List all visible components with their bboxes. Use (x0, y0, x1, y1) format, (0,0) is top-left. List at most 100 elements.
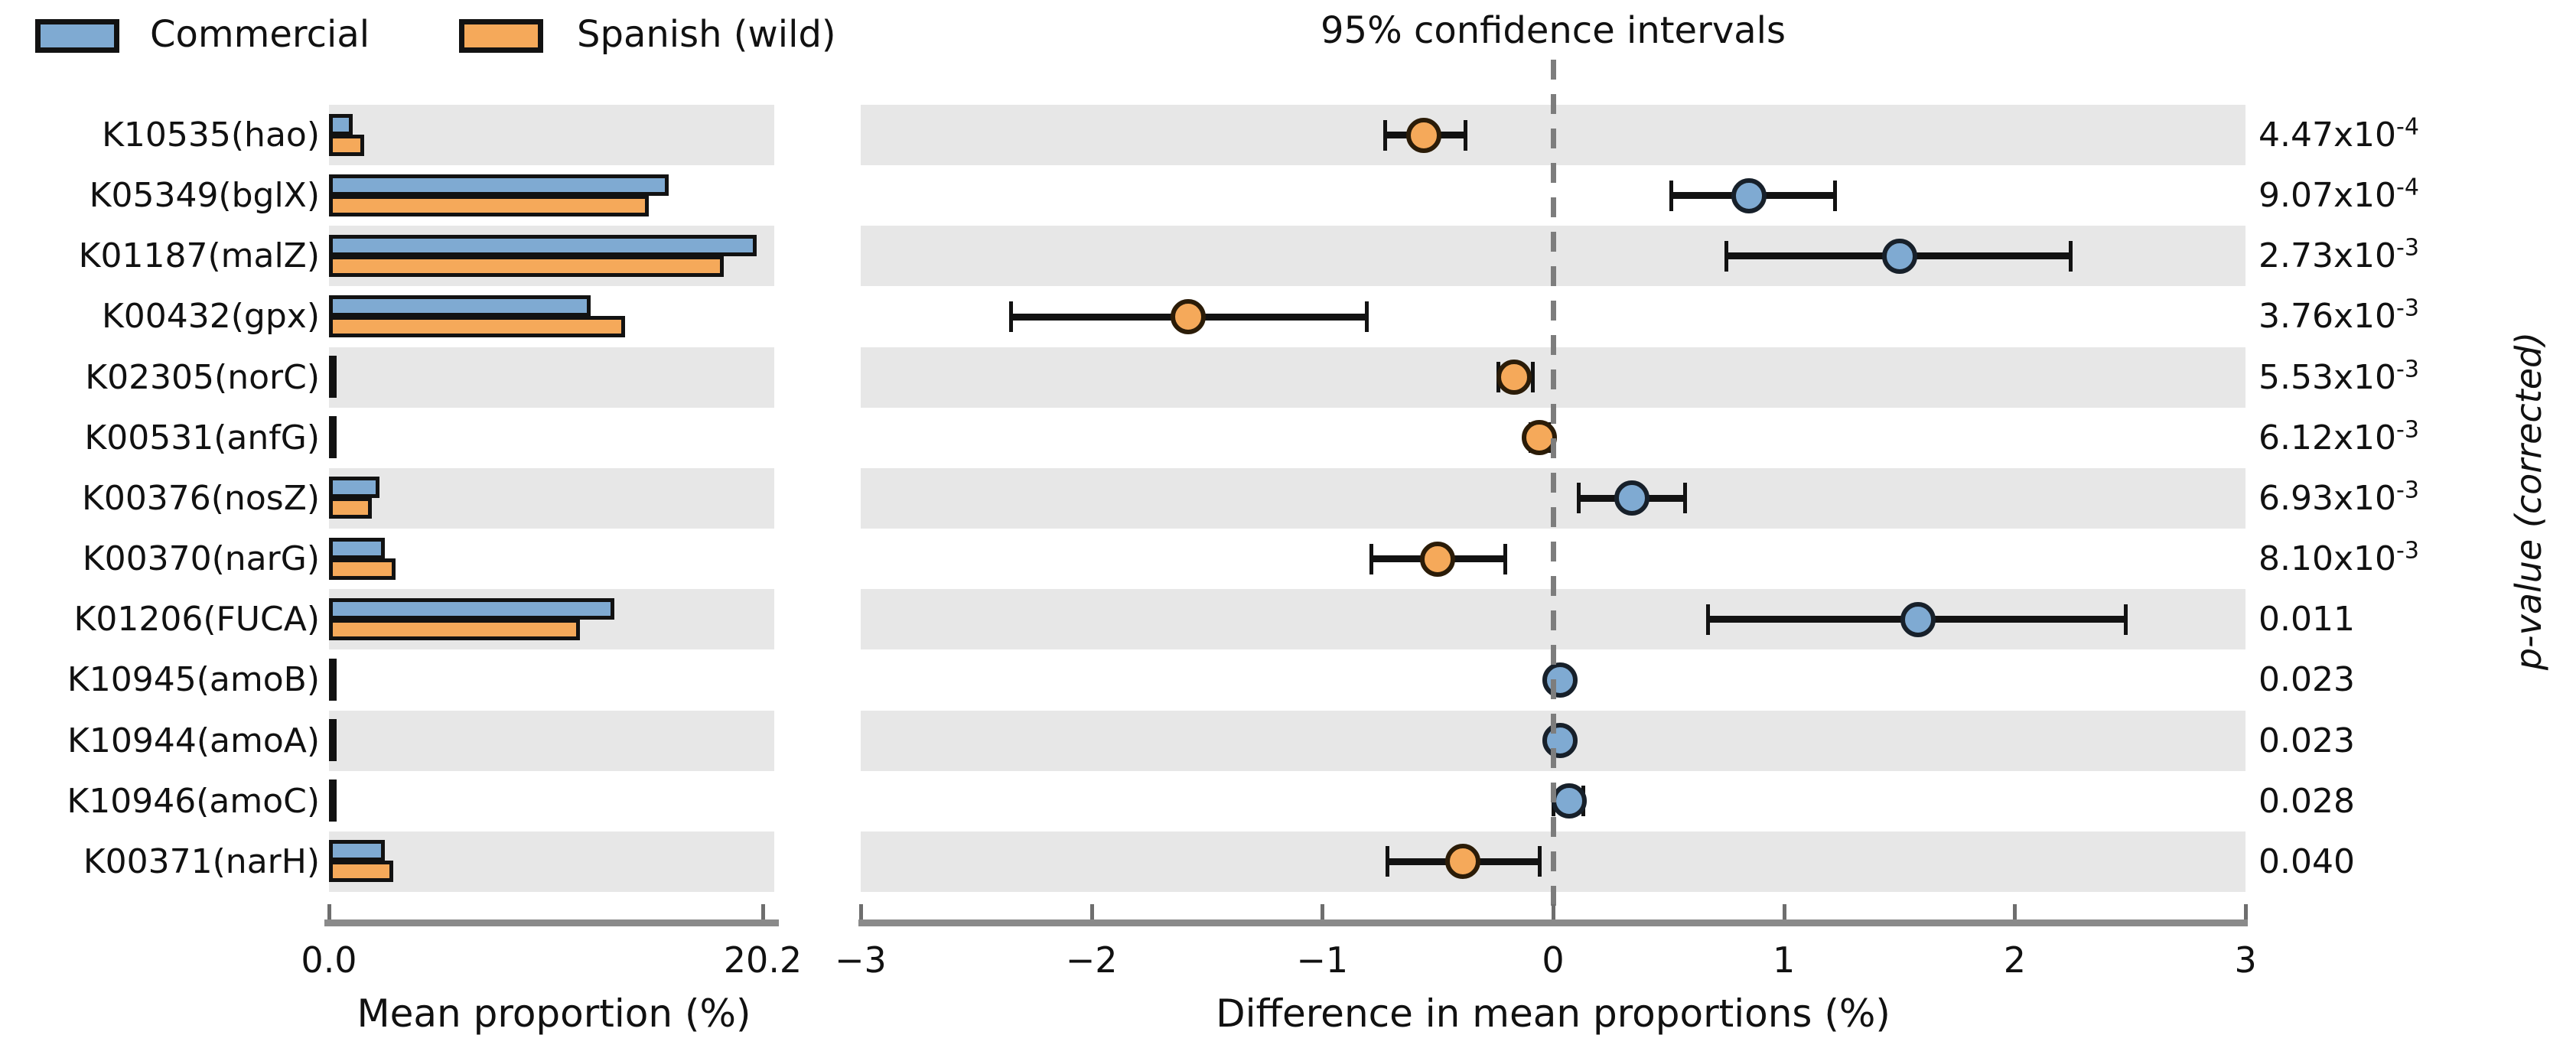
p-value-axis-label: p-value (corrected) (2508, 331, 2549, 671)
difference-dot (1420, 541, 1456, 577)
feature-label: K02305(norC) (85, 357, 320, 397)
p-value: 8.10x10-3 (2258, 537, 2419, 579)
p-value-exponent: -3 (2396, 537, 2419, 565)
left-axis-tick (761, 904, 765, 919)
difference-dot (1552, 783, 1588, 819)
mean-bar-spanish (329, 618, 581, 640)
feature-label: K01206(FUCA) (73, 600, 321, 640)
mean-bar-commercial (329, 537, 385, 559)
difference-dot (1445, 844, 1481, 880)
feature-label: K10944(amoA) (67, 721, 320, 760)
ci-cap-low (1669, 180, 1673, 211)
row-stripe-left (329, 347, 774, 408)
ci-cap-high (1464, 119, 1468, 151)
feature-label: K05349(bglX) (89, 176, 320, 216)
legend-swatch-commercial (35, 19, 119, 53)
row-stripe-left (329, 467, 774, 529)
mean-bar-commercial (329, 113, 353, 135)
right-axis-tick-label: 1 (1773, 939, 1796, 981)
mean-bar-spanish (329, 255, 725, 277)
right-axis-tick-label: 3 (2234, 939, 2257, 981)
legend-label-commercial: Commercial (150, 13, 370, 56)
feature-label: K00371(narH) (83, 841, 320, 881)
ci-cap-low (1577, 483, 1581, 514)
mean-bar-commercial (329, 658, 337, 680)
mean-bar-spanish (329, 194, 650, 216)
mean-bar-spanish (329, 316, 626, 338)
p-value: 0.023 (2258, 660, 2355, 700)
difference-dot (1542, 723, 1578, 759)
mean-bar-spanish (329, 134, 365, 156)
difference-dot (1496, 360, 1532, 395)
mean-bar-commercial (329, 597, 615, 620)
right-axis-tick (2013, 904, 2017, 919)
p-value: 6.12x10-3 (2258, 416, 2419, 457)
ci-cap-low (1706, 604, 1711, 635)
ci-cap-high (2068, 240, 2073, 272)
ci-cap-low (1382, 119, 1387, 151)
right-x-axis-line (858, 919, 2248, 926)
ci-cap-low (1369, 543, 1373, 574)
mean-bar-commercial (329, 295, 591, 317)
mean-bar-spanish (329, 376, 337, 399)
p-value-exponent: -3 (2396, 477, 2419, 504)
p-value-exponent: -4 (2396, 113, 2419, 141)
left-x-axis-title: Mean proportion (%) (357, 991, 751, 1036)
right-axis-tick (1321, 904, 1325, 919)
difference-dot (1881, 238, 1917, 274)
mean-bar-spanish (329, 800, 337, 822)
left-axis-tick-label: 0.0 (301, 939, 357, 981)
ci-cap-high (2124, 604, 2128, 635)
ci-cap-high (1530, 362, 1535, 393)
mean-bar-commercial (329, 416, 337, 438)
left-x-axis-line (324, 919, 779, 926)
mean-bar-commercial (329, 356, 337, 378)
mean-bar-spanish (329, 437, 337, 459)
legend-swatch-spanish (459, 19, 543, 53)
feature-label: K00370(narG) (82, 539, 320, 579)
p-value: 0.040 (2258, 841, 2355, 881)
p-value: 4.47x10-4 (2258, 113, 2419, 155)
ci-cap-low (1724, 240, 1729, 272)
right-axis-tick (2244, 904, 2249, 919)
mean-bar-spanish (329, 497, 373, 519)
right-axis-tick-label: −2 (1065, 939, 1118, 981)
mean-bar-commercial (329, 779, 337, 802)
p-value: 6.93x10-3 (2258, 477, 2419, 518)
mean-bar-commercial (329, 174, 669, 196)
confidence-interval-title: 95% confidence intervals (1321, 9, 1786, 52)
p-value-exponent: -4 (2396, 174, 2419, 201)
right-axis-tick-label: −3 (834, 939, 887, 981)
ci-cap-high (1682, 483, 1687, 514)
row-stripe-left (329, 710, 774, 771)
ci-cap-low (1009, 301, 1013, 333)
ci-cap-low (1385, 846, 1389, 877)
right-axis-tick-label: 2 (2003, 939, 2027, 981)
legend-label-spanish: Spanish (wild) (577, 13, 836, 56)
feature-label: K10535(hao) (102, 116, 320, 155)
difference-dot (1900, 601, 1936, 637)
p-value: 3.76x10-3 (2258, 295, 2419, 337)
ci-cap-high (1537, 846, 1542, 877)
p-value-exponent: -3 (2396, 234, 2419, 262)
difference-dot (1614, 480, 1649, 516)
difference-dot (1731, 177, 1767, 213)
right-axis-tick (858, 904, 863, 919)
p-value-exponent: -3 (2396, 416, 2419, 444)
ci-cap-high (1503, 543, 1507, 574)
mean-bar-spanish (329, 861, 394, 883)
p-value: 0.023 (2258, 721, 2355, 760)
feature-label: K10945(amoB) (67, 660, 320, 700)
p-value: 0.028 (2258, 781, 2355, 821)
mean-bar-commercial (329, 840, 385, 862)
right-x-axis-title: Difference in mean proportions (%) (1216, 991, 1890, 1036)
feature-label: K00432(gpx) (101, 297, 320, 337)
feature-label: K00531(anfG) (84, 418, 320, 457)
mean-bar-spanish (329, 740, 337, 762)
mean-bar-commercial (329, 477, 379, 499)
mean-bar-commercial (329, 234, 757, 256)
ci-cap-high (1364, 301, 1369, 333)
zero-reference-line (1551, 60, 1556, 914)
p-value: 0.011 (2258, 600, 2355, 640)
